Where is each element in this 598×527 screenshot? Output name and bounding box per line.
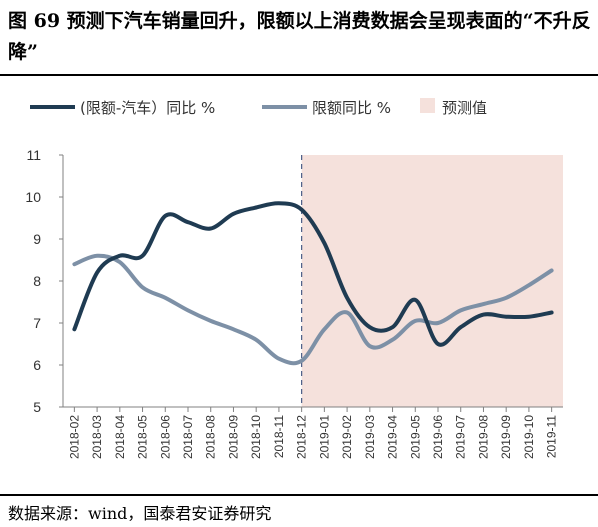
series-line-2: [72, 253, 554, 366]
y-tick-label: 9: [33, 231, 41, 247]
series-line-1: [72, 201, 554, 347]
figure-title: 图 69 预测下汽车销量回升，限额以上消费数据会呈现表面的“不升反降”: [8, 10, 591, 63]
legend: (限额-汽车）同比 % 限额同比 % 预测值: [30, 98, 487, 117]
x-tick-label: 2019-06: [431, 415, 445, 459]
x-tick-label: 2019-02: [340, 415, 354, 459]
x-tick-label: 2018-10: [249, 415, 263, 459]
y-tick-label: 5: [33, 399, 41, 415]
x-tick-label: 2019-05: [408, 415, 422, 459]
y-tick-label: 6: [33, 357, 41, 373]
x-tick-label: 2018-09: [226, 415, 240, 459]
legend-label-series-2: 限额同比 %: [312, 99, 391, 117]
x-tick-label: 2018-03: [90, 415, 104, 459]
line-chart: (限额-汽车）同比 % 限额同比 % 预测值 5 6 7 8 9 10 11 2018-02 2…: [25, 98, 563, 459]
x-tick-label: 2019-10: [522, 415, 536, 459]
legend-label-forecast: 预测值: [442, 99, 487, 117]
x-tick-label: 2018-05: [136, 415, 150, 459]
legend-swatch-forecast: [420, 98, 435, 113]
x-tick-label: 2018-11: [272, 415, 286, 458]
y-tick-label: 7: [33, 315, 41, 331]
y-tick-label: 11: [26, 147, 41, 163]
x-tick-label: 2018-12: [295, 415, 309, 459]
x-tick-label: 2018-07: [181, 415, 195, 459]
y-tick-label: 10: [25, 189, 41, 205]
source-rule: [0, 494, 598, 496]
x-tick-label: 2018-02: [67, 415, 81, 459]
y-tick-label: 8: [33, 273, 41, 289]
x-tick-label: 2018-06: [158, 415, 172, 459]
forecast-region: [301, 155, 563, 407]
legend-label-series-1: (限额-汽车）同比 %: [80, 99, 215, 117]
x-tick-label: 2018-04: [113, 415, 127, 459]
x-tick-label: 2019-09: [499, 415, 513, 459]
x-tick-label: 2019-08: [476, 415, 490, 459]
plot-area: 5 6 7 8 9 10 11 2018-02 2018-03 2018-04 2018-05 201…: [25, 147, 563, 459]
source-note: 数据来源：wind，国泰君安证券研究: [8, 504, 272, 523]
x-tick-label: 2019-04: [386, 415, 400, 459]
title-rule: [0, 74, 598, 76]
x-tick-label: 2019-03: [363, 415, 377, 459]
x-tick-label: 2018-08: [204, 415, 218, 459]
x-tick-label: 2019-01: [317, 415, 331, 459]
x-tick-label: 2019-11: [545, 415, 559, 458]
x-tick-label: 2019-07: [454, 415, 468, 459]
